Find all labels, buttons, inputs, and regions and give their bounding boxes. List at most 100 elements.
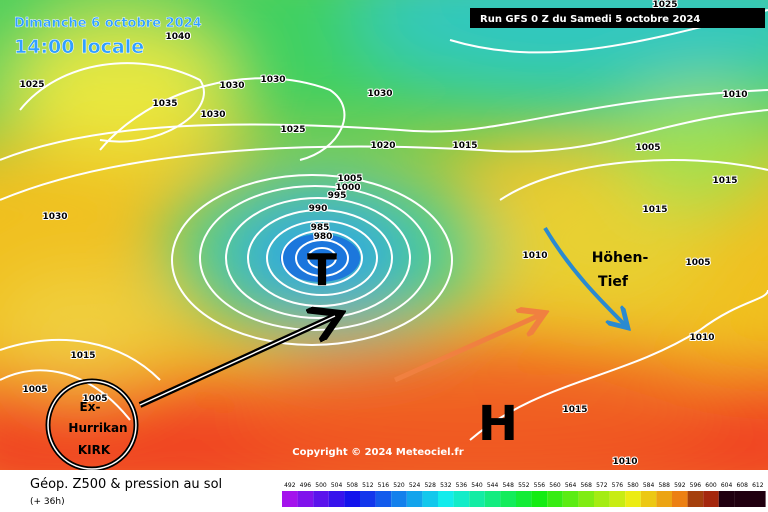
isobar-label: 1010 — [689, 333, 714, 343]
scale-label: 548 — [502, 482, 514, 489]
time-label: 14:00 locale — [14, 36, 144, 58]
run-box — [470, 8, 765, 28]
scale-label: 608 — [736, 482, 748, 489]
scale-swatch — [344, 491, 360, 507]
scale-swatch — [531, 491, 548, 507]
date-label: Dimanche 6 octobre 2024 — [14, 16, 202, 31]
low-symbol: T — [307, 245, 337, 296]
scale-swatch — [360, 491, 376, 507]
scale-label: 536 — [456, 482, 468, 489]
scale-label: 492 — [284, 482, 296, 489]
annotation: Höhen- — [592, 250, 649, 266]
scale-swatch — [547, 491, 563, 507]
isobar-label: 1025 — [652, 0, 677, 10]
isobar-label: 1005 — [635, 143, 660, 153]
high-symbol: H — [478, 396, 518, 452]
scale-swatch — [625, 491, 641, 507]
scale-label: 588 — [658, 482, 670, 489]
scale-swatch — [453, 491, 470, 507]
isobar-label: 1015 — [712, 176, 737, 186]
storm-label: KIRK — [78, 443, 111, 457]
scale-label: 612 — [752, 482, 764, 489]
scale-swatch — [375, 491, 392, 507]
isobar-label: 1015 — [562, 405, 587, 415]
color-scale: 492 496 500 504 508 512 516 520 524 528 532 536 540 5… — [282, 482, 766, 507]
footer-lead: (+ 36h) — [30, 497, 65, 507]
scale-label: 572 — [596, 482, 608, 489]
scale-swatch — [313, 491, 329, 507]
isobar-label: 1010 — [722, 90, 747, 100]
scale-swatch — [734, 491, 750, 507]
scale-swatch — [438, 491, 454, 507]
scale-label: 596 — [690, 482, 702, 489]
annotation: Tief — [598, 274, 629, 290]
isobar-label: 1025 — [280, 125, 305, 135]
annotations — [45, 226, 625, 472]
isobar-label: 1000 — [335, 183, 360, 193]
scale-swatch — [516, 491, 532, 507]
scale-label: 520 — [393, 482, 405, 489]
isobar-label: 1030 — [200, 110, 225, 120]
scale-label: 516 — [378, 482, 390, 489]
scale-swatch — [328, 491, 345, 507]
scale-swatch — [406, 491, 423, 507]
scale-swatch — [656, 491, 672, 507]
scale-swatch — [469, 491, 485, 507]
isobar-label: 1030 — [219, 81, 244, 91]
isobar-label: 1015 — [70, 351, 95, 361]
scale-swatch — [422, 491, 438, 507]
isobar-label: 1025 — [19, 80, 44, 90]
isobar-label: 995 — [328, 191, 347, 201]
storm-label: Ex- — [80, 400, 101, 414]
isobar-label: 1005 — [82, 394, 107, 404]
isobar-labels: 1040 1025 1030 1035 1030 1030 1030 1025 1020 1015… — [18, 0, 748, 468]
scale-label: 540 — [471, 482, 483, 489]
footer-title: Géop. Z500 & pression au sol — [30, 477, 222, 492]
scale-swatch — [703, 491, 719, 507]
isobar-label: 1010 — [522, 251, 547, 261]
scale-swatch — [672, 491, 688, 507]
scale-label: 584 — [643, 482, 655, 489]
isobar-label: 1030 — [367, 89, 392, 99]
scale-label: 504 — [331, 482, 343, 489]
scale-label: 552 — [518, 482, 530, 489]
scale-swatch — [640, 491, 657, 507]
scale-label: 600 — [705, 482, 717, 489]
scale-label: 508 — [346, 482, 358, 489]
isobar-label: 1005 — [685, 258, 710, 268]
isobar-label: 980 — [314, 232, 333, 242]
scale-swatch — [578, 491, 594, 507]
isobar-label: 1040 — [165, 32, 190, 42]
isobars — [0, 9, 768, 441]
scale-label: 580 — [627, 482, 639, 489]
scale-swatch — [282, 491, 298, 507]
scale-swatch — [718, 491, 735, 507]
isobar-label: 1015 — [452, 141, 477, 151]
scale-label: 576 — [612, 482, 624, 489]
isobar-label: 1030 — [260, 75, 285, 85]
scale-label: 564 — [565, 482, 577, 489]
scale-label: 512 — [362, 482, 374, 489]
isobar-label: 1030 — [42, 212, 67, 222]
isobar-label: 1010 — [612, 457, 637, 467]
scale-swatch — [750, 491, 766, 507]
copyright: Copyright © 2024 Meteociel.fr — [292, 447, 463, 458]
scale-swatch — [297, 491, 314, 507]
isobar-label: 990 — [309, 204, 328, 214]
isobar-label: 1005 — [22, 385, 47, 395]
scale-swatch — [594, 491, 610, 507]
scale-swatch — [500, 491, 516, 507]
scale-label: 560 — [549, 482, 561, 489]
scale-label: 496 — [300, 482, 312, 489]
scale-label: 532 — [440, 482, 452, 489]
isobar-label: 1035 — [152, 99, 177, 109]
scale-swatch — [484, 491, 501, 507]
isobar-label: 985 — [311, 223, 330, 233]
scale-swatch — [391, 491, 407, 507]
isobar-label: 1015 — [642, 205, 667, 215]
isobar-label: 1005 — [337, 174, 362, 184]
scale-label: 500 — [315, 482, 327, 489]
scale-label: 592 — [674, 482, 686, 489]
scale-label: 524 — [409, 482, 421, 489]
